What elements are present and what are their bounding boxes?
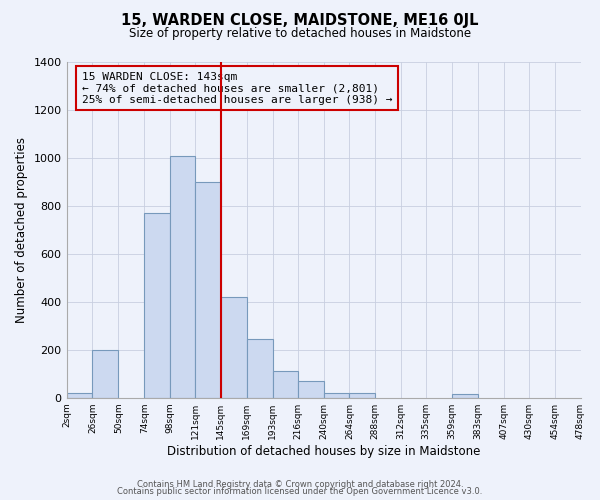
Bar — [452, 394, 478, 398]
Bar — [221, 297, 247, 398]
Text: Contains HM Land Registry data © Crown copyright and database right 2024.: Contains HM Land Registry data © Crown c… — [137, 480, 463, 489]
Text: 15, WARDEN CLOSE, MAIDSTONE, ME16 0JL: 15, WARDEN CLOSE, MAIDSTONE, ME16 0JL — [121, 12, 479, 28]
Bar — [273, 372, 298, 398]
Y-axis label: Number of detached properties: Number of detached properties — [15, 136, 28, 322]
Text: 15 WARDEN CLOSE: 143sqm
← 74% of detached houses are smaller (2,801)
25% of semi: 15 WARDEN CLOSE: 143sqm ← 74% of detache… — [82, 72, 392, 105]
Bar — [349, 393, 376, 398]
Bar — [144, 213, 170, 398]
Bar — [195, 182, 221, 398]
Bar — [323, 393, 349, 398]
Bar — [298, 381, 323, 398]
Text: Contains public sector information licensed under the Open Government Licence v3: Contains public sector information licen… — [118, 488, 482, 496]
Text: Size of property relative to detached houses in Maidstone: Size of property relative to detached ho… — [129, 28, 471, 40]
Bar — [170, 156, 195, 398]
Bar — [92, 350, 118, 398]
Bar — [67, 393, 92, 398]
X-axis label: Distribution of detached houses by size in Maidstone: Distribution of detached houses by size … — [167, 444, 480, 458]
Bar — [247, 339, 273, 398]
